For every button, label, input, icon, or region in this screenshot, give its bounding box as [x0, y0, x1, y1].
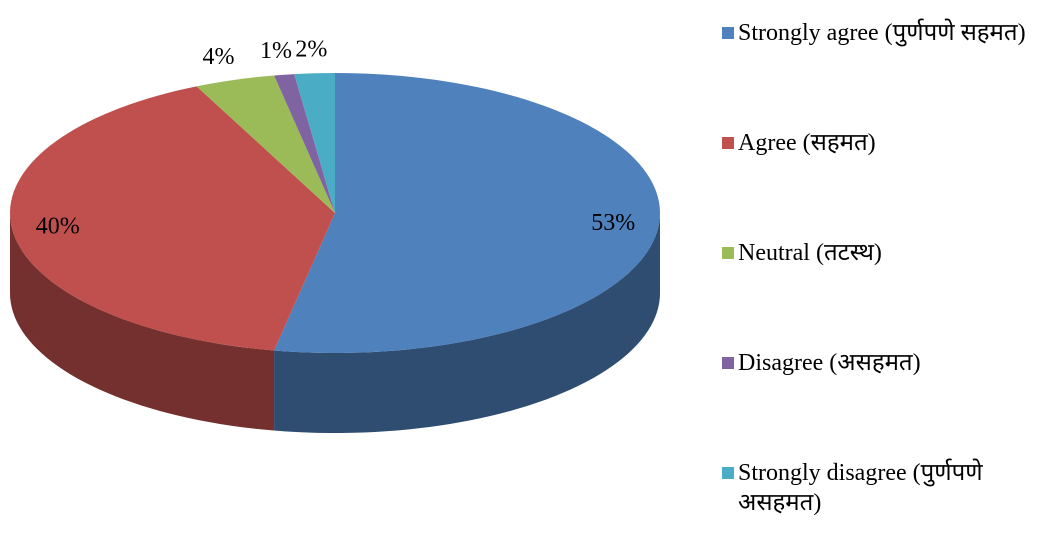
data-label: 4% — [203, 44, 235, 70]
legend-item: Agree (सहमत) — [722, 128, 1048, 158]
legend-swatch — [722, 467, 734, 479]
legend-label: Strongly agree (पुर्णपणे सहमत) — [738, 20, 1026, 46]
data-label: 53% — [591, 210, 635, 236]
legend-label: Disagree (असहमत) — [738, 350, 921, 376]
legend-swatch — [722, 137, 734, 149]
legend-swatch — [722, 27, 734, 39]
data-label: 1% — [260, 38, 292, 64]
pie-slice — [274, 73, 660, 353]
pie-slice — [196, 75, 335, 213]
legend-item: Neutral (तटस्थ) — [722, 238, 1048, 268]
data-label: 40% — [36, 214, 80, 240]
pie-side-shade — [10, 213, 275, 431]
legend-label: Agree (सहमत) — [738, 130, 876, 156]
legend-swatch — [722, 247, 734, 259]
legend-label: Neutral (तटस्थ) — [738, 240, 882, 266]
legend-swatch — [722, 357, 734, 369]
pie-side-shade — [274, 213, 660, 433]
data-label: 2% — [295, 36, 327, 62]
legend-item: Strongly agree (पुर्णपणे सहमत) — [722, 18, 1048, 48]
legend-item: Strongly disagree (पुर्णपणे असहमत) — [722, 458, 1048, 518]
legend-item: Disagree (असहमत) — [722, 348, 1048, 378]
pie-area: 53% 40% 4% 1% 2% — [10, 36, 660, 433]
legend-label: Strongly disagree (पुर्णपणे असहमत) — [738, 460, 983, 516]
pie-side — [10, 213, 275, 431]
pie-slice — [10, 86, 336, 351]
pie-slice — [294, 73, 335, 213]
pie-side — [274, 213, 660, 433]
pie-slice — [274, 74, 335, 213]
